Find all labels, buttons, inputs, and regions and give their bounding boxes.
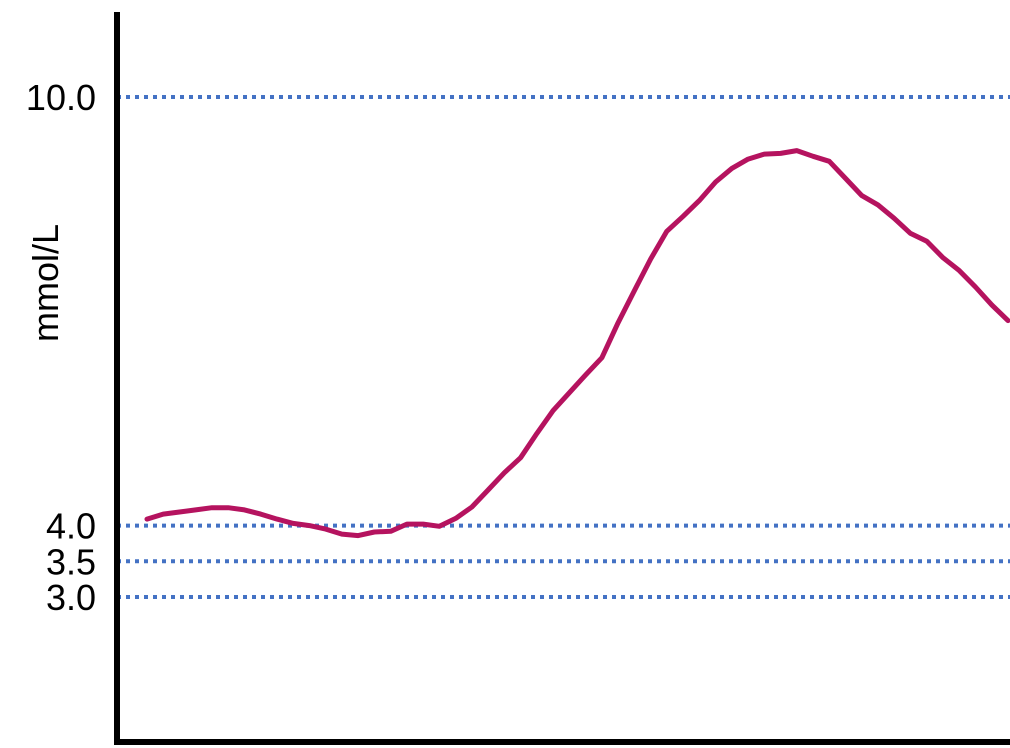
y-axis-title: mmol/L (25, 224, 66, 342)
y-tick-labels: 10.0 4.03.53.0 (26, 77, 96, 618)
y-tick-label: 4.0 (46, 506, 96, 547)
y-tick-label: 3.0 (46, 577, 96, 618)
y-tick-label: 10.0 (26, 77, 96, 118)
series-line (144, 148, 1010, 539)
y-tick-label: 3.5 (46, 541, 96, 582)
reference-lines (117, 95, 1010, 599)
